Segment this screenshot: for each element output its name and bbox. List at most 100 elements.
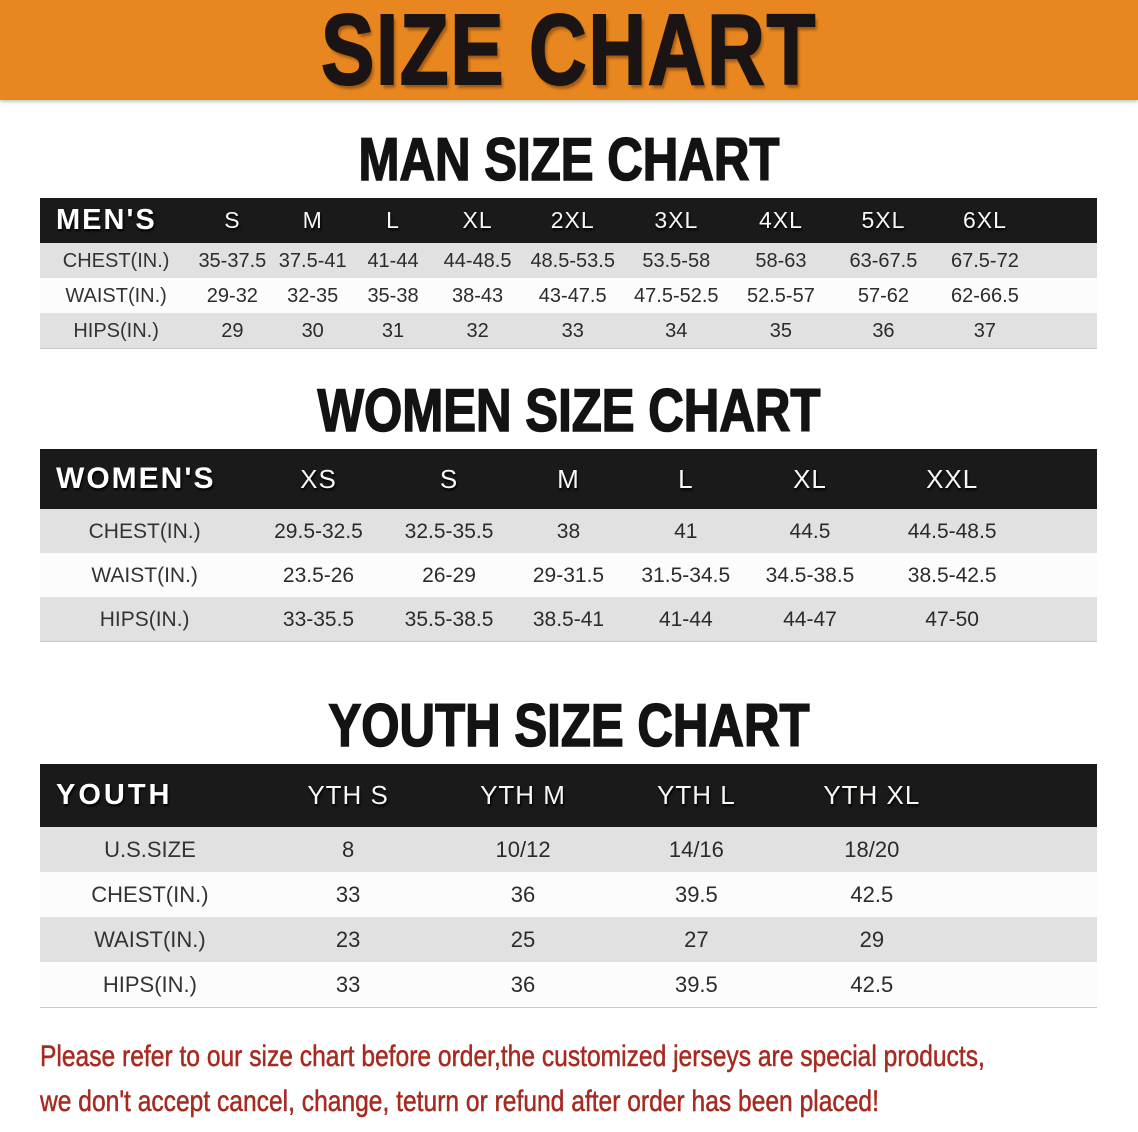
size-value-cell: 48.5-53.5: [521, 243, 624, 278]
size-value-cell: 36: [436, 962, 610, 1008]
size-value-cell: 37.5-41: [272, 243, 353, 278]
column-header: 2XL: [521, 198, 624, 243]
size-value-cell: 14/16: [609, 827, 784, 872]
column-header: XL: [433, 198, 522, 243]
row-label: HIPS(IN.): [40, 597, 250, 642]
column-header: YTH L: [609, 764, 784, 827]
banner: SIZE CHART: [0, 0, 1138, 101]
size-value-cell: 29: [783, 917, 961, 962]
size-value-cell: 44-48.5: [433, 243, 522, 278]
size-value-cell: 47-50: [874, 597, 1030, 642]
row-label: WAIST(IN.): [40, 553, 250, 597]
size-value-cell: 30: [272, 313, 353, 349]
size-value-cell: 38.5-42.5: [874, 553, 1030, 597]
size-value-cell: 41: [626, 509, 745, 553]
size-value-cell: 32: [433, 313, 522, 349]
table-row: HIPS(IN.) 29 30 31 32 33 34 35 36 37: [40, 313, 1097, 349]
spacer-cell: [960, 827, 1097, 872]
size-value-cell: 31: [352, 313, 434, 349]
size-value-cell: 41-44: [352, 243, 434, 278]
notice-line-1: Please refer to our size chart before or…: [40, 1040, 985, 1074]
column-header: 6XL: [934, 198, 1036, 243]
table-row: WAIST(IN.) 23.5-26 26-29 29-31.5 31.5-34.5 34…: [40, 553, 1097, 597]
column-header: M: [272, 198, 353, 243]
size-value-cell: 32.5-35.5: [387, 509, 511, 553]
size-value-cell: 29: [192, 313, 273, 349]
size-value-cell: 25: [436, 917, 610, 962]
column-header: 5XL: [832, 198, 935, 243]
row-label: HIPS(IN.): [40, 962, 260, 1008]
table-row: HIPS(IN.) 33-35.5 35.5-38.5 38.5-41 41-44 44-…: [40, 597, 1097, 642]
youth-size-table: YOUTH YTH S YTH M YTH L YTH XL U.S.SIZE 8 10/12…: [40, 764, 1097, 1008]
size-value-cell: 23.5-26: [249, 553, 388, 597]
order-notice: Please refer to our size chart before or…: [40, 1034, 1098, 1124]
size-value-cell: 33: [259, 962, 437, 1008]
row-label: CHEST(IN.): [40, 872, 260, 917]
column-header: YTH M: [436, 764, 610, 827]
size-value-cell: 44.5: [744, 509, 875, 553]
row-label: CHEST(IN.): [40, 509, 250, 553]
size-value-cell: 57-62: [832, 278, 935, 313]
spacer-cell: [960, 872, 1097, 917]
notice-line-2: we don't accept cancel, change, teturn o…: [40, 1085, 879, 1119]
size-value-cell: 36: [832, 313, 935, 349]
spacer-cell: [1029, 509, 1097, 553]
size-value-cell: 36: [436, 872, 610, 917]
spacer-cell: [1029, 553, 1097, 597]
size-value-cell: 18/20: [783, 827, 961, 872]
spacer-cell: [960, 962, 1097, 1008]
size-value-cell: 39.5: [609, 962, 784, 1008]
column-header: YTH S: [259, 764, 437, 827]
size-value-cell: 33: [521, 313, 624, 349]
row-label: HIPS(IN.): [40, 313, 193, 349]
size-value-cell: 29-31.5: [510, 553, 627, 597]
womens-size-section: WOMEN SIZE CHART WOMEN'S XS S M L XL XXL CHEST(I…: [0, 377, 1138, 642]
size-value-cell: 38.5-41: [510, 597, 627, 642]
size-value-cell: 58-63: [729, 243, 833, 278]
size-value-cell: 33: [259, 872, 437, 917]
size-value-cell: 29.5-32.5: [249, 509, 388, 553]
mens-size-table: MEN'S S M L XL 2XL 3XL 4XL 5XL 6XL CHEST(IN.) 35-37…: [40, 198, 1097, 349]
table-header-row: MEN'S S M L XL 2XL 3XL 4XL 5XL 6XL: [40, 198, 1097, 243]
size-value-cell: 29-32: [192, 278, 273, 313]
size-value-cell: 52.5-57: [729, 278, 833, 313]
table-row: CHEST(IN.) 29.5-32.5 32.5-35.5 38 41 44.5 44.5…: [40, 509, 1097, 553]
size-value-cell: 63-67.5: [832, 243, 935, 278]
category-label: YOUTH: [40, 764, 260, 827]
column-header: XL: [744, 449, 875, 509]
size-value-cell: 8: [259, 827, 437, 872]
size-value-cell: 37: [934, 313, 1036, 349]
size-value-cell: 34: [623, 313, 730, 349]
category-label: MEN'S: [40, 198, 193, 243]
size-value-cell: 42.5: [783, 872, 961, 917]
column-header: S: [387, 449, 511, 509]
size-value-cell: 27: [609, 917, 784, 962]
spacer-cell: [1035, 313, 1097, 349]
row-label: CHEST(IN.): [40, 243, 193, 278]
column-header: YTH XL: [783, 764, 961, 827]
column-header: XS: [249, 449, 388, 509]
size-value-cell: 23: [259, 917, 437, 962]
row-label: U.S.SIZE: [40, 827, 260, 872]
size-value-cell: 35: [729, 313, 833, 349]
column-header: 3XL: [623, 198, 730, 243]
size-value-cell: 35-37.5: [192, 243, 273, 278]
size-value-cell: 32-35: [272, 278, 353, 313]
womens-size-table: WOMEN'S XS S M L XL XXL CHEST(IN.) 29.5-32.5 32.5…: [40, 449, 1097, 642]
spacer-cell: [1035, 278, 1097, 313]
section-heading: YOUTH SIZE CHART: [328, 692, 810, 759]
size-chart-sections: MAN SIZE CHART MEN'S S M L XL 2XL 3XL 4XL 5XL 6XL C…: [0, 126, 1138, 1008]
mens-size-section: MAN SIZE CHART MEN'S S M L XL 2XL 3XL 4XL 5XL 6XL C…: [0, 126, 1138, 349]
spacer-cell: [1035, 198, 1097, 243]
size-value-cell: 47.5-52.5: [623, 278, 730, 313]
section-heading: WOMEN SIZE CHART: [317, 377, 821, 444]
section-heading: MAN SIZE CHART: [358, 126, 780, 193]
table-row: CHEST(IN.) 33 36 39.5 42.5: [40, 872, 1097, 917]
column-header: L: [626, 449, 745, 509]
table-row: CHEST(IN.) 35-37.5 37.5-41 41-44 44-48.5 48.5…: [40, 243, 1097, 278]
table-row: WAIST(IN.) 29-32 32-35 35-38 38-43 43-47.5 47.…: [40, 278, 1097, 313]
size-value-cell: 41-44: [626, 597, 745, 642]
youth-size-section: YOUTH SIZE CHART YOUTH YTH S YTH M YTH L YTH …: [0, 692, 1138, 1008]
size-value-cell: 53.5-58: [623, 243, 730, 278]
table-header-row: WOMEN'S XS S M L XL XXL: [40, 449, 1097, 509]
